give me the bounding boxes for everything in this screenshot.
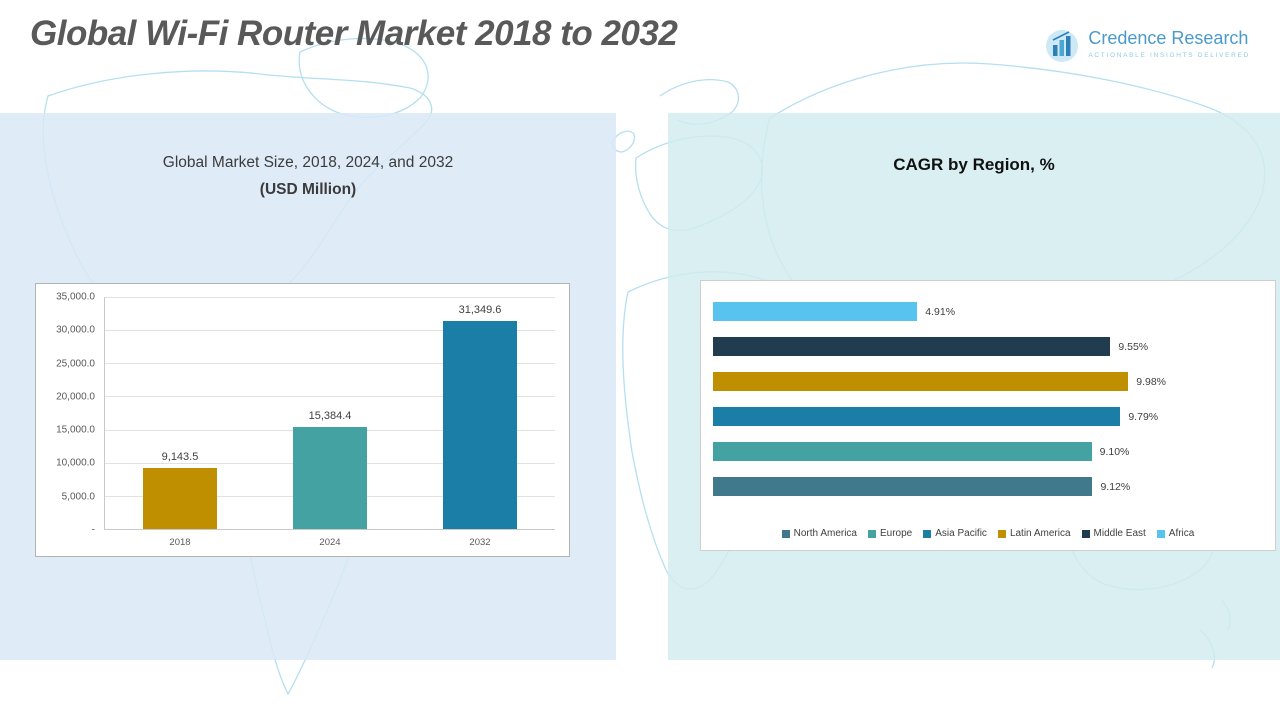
legend-label: North America <box>793 528 857 539</box>
market-size-panel: Global Market Size, 2018, 2024, and 2032… <box>0 113 616 660</box>
bar-value-label: 31,349.6 <box>458 304 502 317</box>
cagr-row-middle-east: 9.55% <box>713 337 1263 356</box>
cagr-value-label: 9.79% <box>1128 410 1159 423</box>
cagr-row-asia-pacific: 9.79% <box>713 407 1263 426</box>
y-tick-label: 5,000.0 <box>61 491 95 503</box>
cagr-bar-europe <box>713 442 1092 461</box>
gridline <box>105 363 555 365</box>
legend-label: Middle East <box>1093 528 1146 539</box>
cagr-bar-middle-east <box>713 337 1111 356</box>
bar-slot-2018: 9,143.5 2018 <box>143 297 217 548</box>
cagr-panel: CAGR by Region, % 4.91% 9.55% 9.98% 9.79% 9.… <box>668 113 1280 660</box>
cagr-chart-title: CAGR by Region, % <box>893 155 1055 174</box>
legend-swatch <box>781 529 790 538</box>
cagr-bar-asia-pacific <box>713 407 1121 426</box>
market-size-plot: 9,143.5 2018 15,384.4 2024 31,349.6 2032 <box>104 297 555 548</box>
market-size-bar-2032 <box>443 321 517 529</box>
legend-item-asia-pacific: Asia Pacific <box>923 528 987 539</box>
bar-slot-2032: 31,349.6 2032 <box>443 297 517 548</box>
y-tick-label: 25,000.0 <box>56 358 95 370</box>
market-size-chart-title: Global Market Size, 2018, 2024, and 2032… <box>0 149 616 203</box>
cagr-value-label: 9.55% <box>1118 340 1149 353</box>
bar-value-label: 15,384.4 <box>308 410 352 423</box>
cagr-row-europe: 9.10% <box>713 442 1263 461</box>
cagr-value-label: 4.91% <box>925 305 956 318</box>
cagr-row-latin-america: 9.98% <box>713 372 1263 391</box>
y-tick-label: 20,000.0 <box>56 391 95 403</box>
y-tick-label: - <box>91 524 95 536</box>
market-size-bar-2024 <box>293 427 367 529</box>
legend-swatch <box>1156 529 1165 538</box>
logo-name: Credence Research <box>1088 28 1249 48</box>
x-category-label: 2018 <box>169 537 191 548</box>
gridline <box>105 297 555 298</box>
market-size-bar-2018 <box>143 468 217 529</box>
legend-label: Africa <box>1168 528 1195 539</box>
cagr-row-north-america: 9.12% <box>713 477 1263 496</box>
legend-item-europe: Europe <box>868 528 912 539</box>
y-tick-label: 15,000.0 <box>56 424 95 436</box>
legend-swatch <box>868 529 876 538</box>
legend-label: Latin America <box>1009 528 1071 539</box>
legend-label: Asia Pacific <box>935 528 987 539</box>
y-tick-label: 35,000.0 <box>56 291 95 303</box>
gridline <box>105 396 555 398</box>
legend-label: Europe <box>880 528 913 539</box>
cagr-plot: 4.91% 9.55% 9.98% 9.79% 9.10% 9.12% <box>713 302 1263 496</box>
gridline <box>105 330 555 332</box>
x-category-label: 2024 <box>319 537 341 548</box>
market-size-title-line1: Global Market Size, 2018, 2024, and 2032 <box>162 154 454 171</box>
cagr-bar-africa <box>713 302 918 321</box>
legend-swatch <box>923 529 932 538</box>
legend-item-north-america: North America <box>781 528 857 539</box>
cagr-legend: North America Europe Asia Pacific Latin Ame… <box>701 528 1275 539</box>
market-size-yaxis: 35,000.0 30,000.0 25,000.0 20,000.0 15,000.0… <box>44 292 104 536</box>
bar-slot-2024: 15,384.4 2024 <box>293 297 367 548</box>
legend-item-africa: Africa <box>1156 528 1195 539</box>
y-tick-label: 30,000.0 <box>56 324 95 336</box>
cagr-bar-north-america <box>713 477 1093 496</box>
credence-logo: Credence Research Actionable Insights De… <box>1044 28 1250 64</box>
legend-item-latin-america: Latin America <box>997 528 1071 539</box>
logo-tagline: Actionable Insights Delivered <box>1088 52 1250 59</box>
cagr-bar-latin-america <box>713 372 1129 391</box>
x-category-label: 2032 <box>469 537 491 548</box>
credence-logo-icon <box>1046 30 1079 62</box>
cagr-chart: 4.91% 9.55% 9.98% 9.79% 9.10% 9.12% North Ame… <box>700 280 1276 551</box>
market-size-chart-area: 35,000.0 30,000.0 25,000.0 20,000.0 15,000.0… <box>44 292 555 548</box>
cagr-row-africa: 4.91% <box>713 302 1263 321</box>
page-title: Global Wi-Fi Router Market 2018 to 2032 <box>30 14 678 53</box>
legend-item-middle-east: Middle East <box>1081 528 1146 539</box>
market-size-chart: 35,000.0 30,000.0 25,000.0 20,000.0 15,000.0… <box>35 283 570 557</box>
cagr-value-label: 9.98% <box>1136 375 1167 388</box>
cagr-value-label: 9.10% <box>1099 445 1130 458</box>
y-tick-label: 10,000.0 <box>56 457 95 469</box>
legend-swatch <box>997 529 1006 538</box>
bar-value-label: 9,143.5 <box>161 451 199 464</box>
cagr-value-label: 9.12% <box>1100 480 1131 493</box>
map-greenland <box>298 37 429 119</box>
market-size-title-line2: (USD Million) <box>259 181 357 199</box>
legend-swatch <box>1081 529 1090 538</box>
